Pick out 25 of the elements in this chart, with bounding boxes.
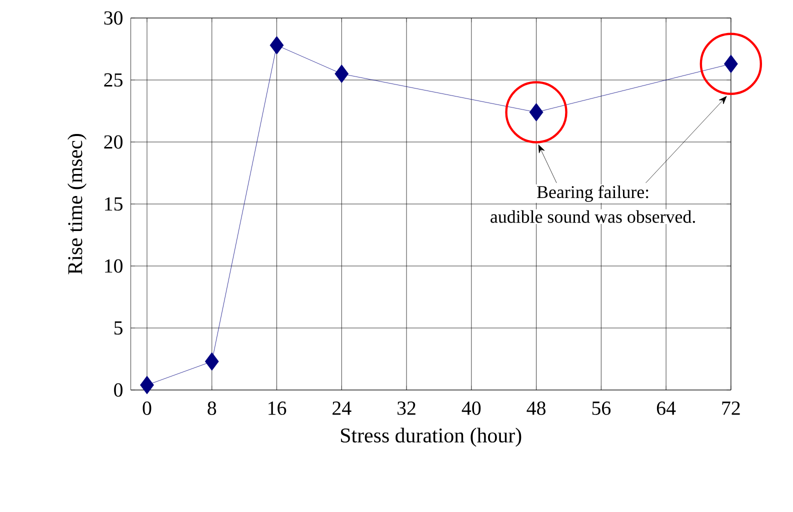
x-axis-title: Stress duration (hour) — [341, 428, 522, 447]
x-tick-label: 8 — [208, 402, 216, 415]
y-tick-label: 10 — [105, 259, 122, 273]
x-tick-label: 0 — [142, 402, 152, 415]
y-axis-title: Rise time (msec) — [68, 134, 86, 274]
x-tick-label: 32 — [398, 402, 416, 415]
x-tick-label: 24 — [332, 402, 352, 415]
y-tick-label: 20 — [104, 135, 122, 149]
y-tick-label: 0 — [114, 383, 122, 397]
y-tick-label: 5 — [114, 321, 122, 335]
x-tick-label: 72 — [722, 402, 740, 415]
x-tick-label: 56 — [592, 402, 611, 415]
point — [270, 36, 284, 54]
y-tick-label: 30 — [104, 11, 122, 25]
point — [334, 64, 349, 83]
point — [140, 376, 154, 394]
y-tick-label: 15 — [105, 197, 122, 211]
point — [204, 352, 219, 371]
x-tick-label: 64 — [656, 402, 676, 415]
annotation: Bearing failure: — [537, 185, 648, 202]
x-tick-label: 40 — [462, 402, 481, 415]
x-tick-label: 48 — [526, 402, 546, 415]
x-tick-label: 16 — [268, 402, 286, 415]
y-tick-label: 25 — [104, 73, 122, 87]
annotation: audible sound was observed. — [490, 210, 695, 223]
